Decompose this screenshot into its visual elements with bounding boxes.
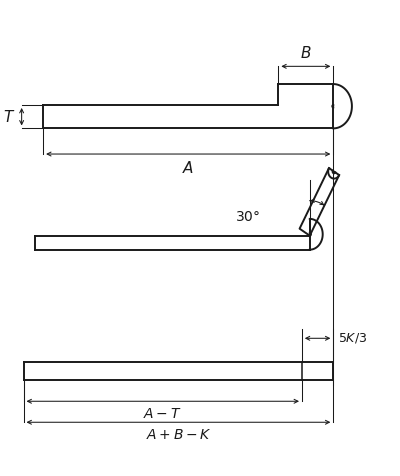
Text: $T$: $T$ <box>4 109 16 125</box>
Text: $A$: $A$ <box>182 159 194 176</box>
Text: $A-T$: $A-T$ <box>144 407 182 421</box>
Text: $A+B-K$: $A+B-K$ <box>146 428 211 442</box>
Text: $B$: $B$ <box>300 45 312 61</box>
Text: $30°$: $30°$ <box>236 210 261 224</box>
Text: $5K/3$: $5K/3$ <box>338 331 368 345</box>
